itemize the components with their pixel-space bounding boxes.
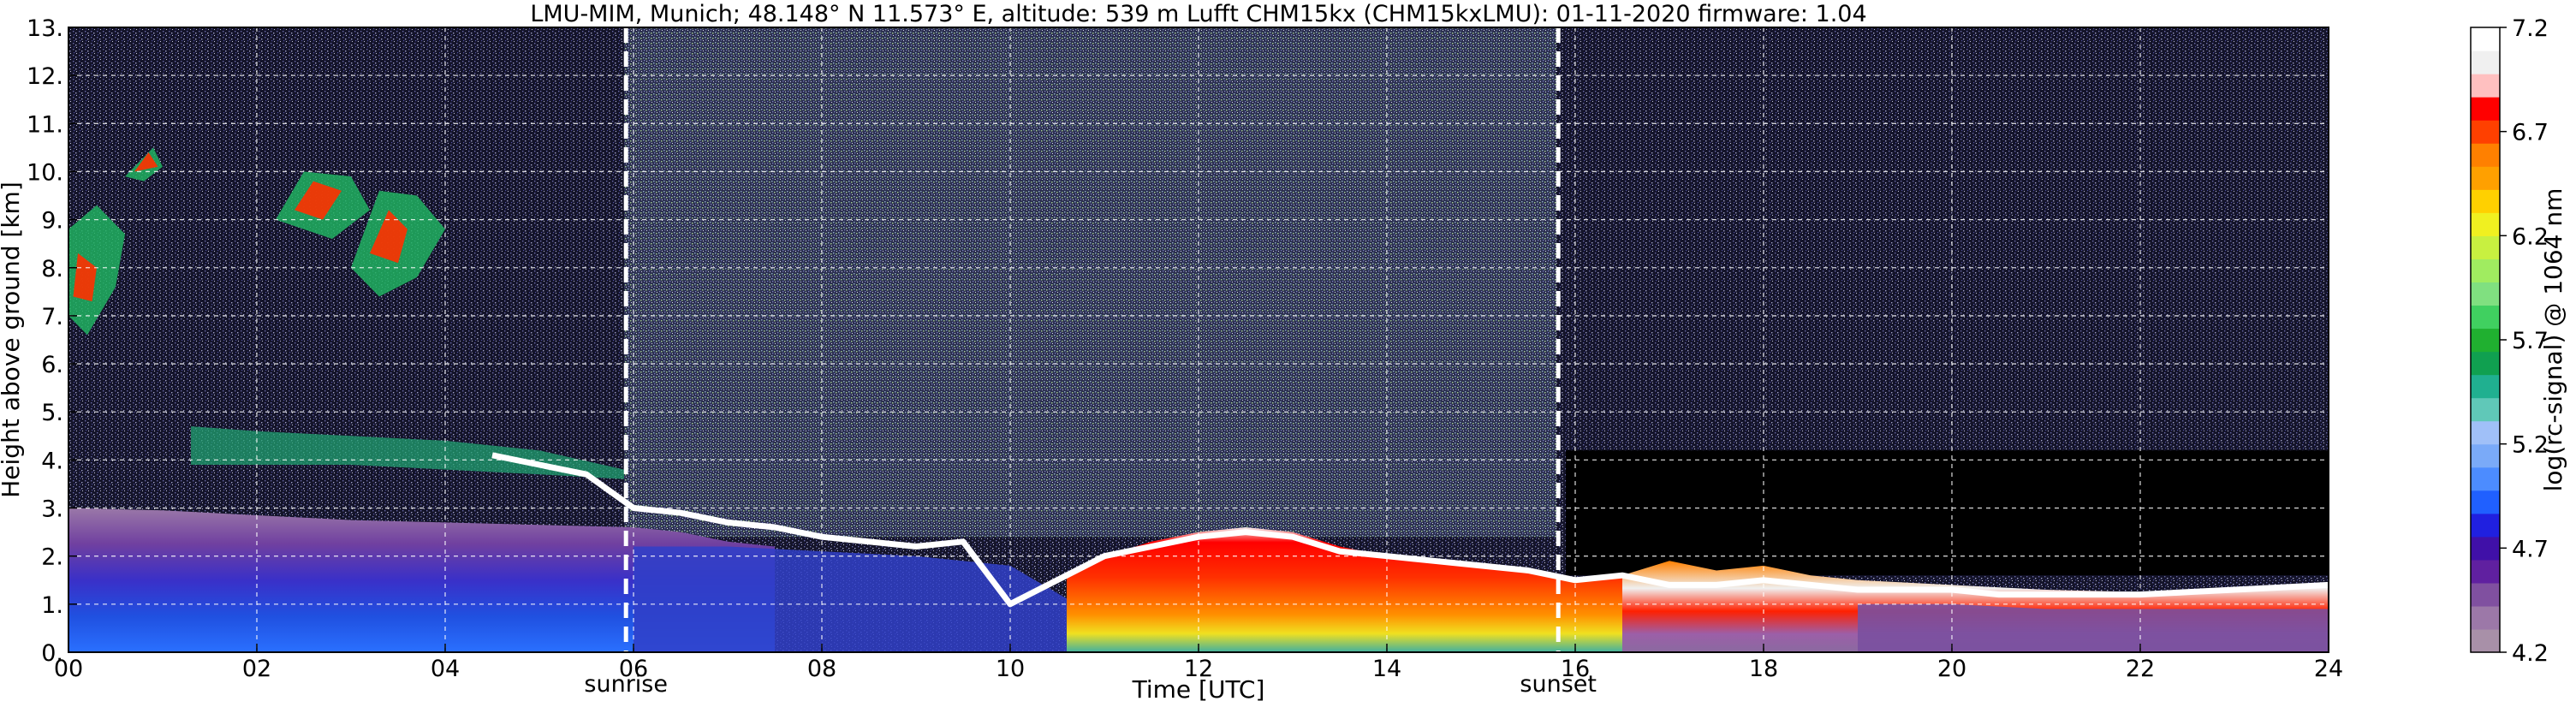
cirrus-core: [73, 253, 97, 302]
colorbar-segment: [2471, 235, 2500, 259]
y-tick-label: 8.: [41, 256, 63, 282]
colorbar-segment: [2471, 212, 2500, 236]
colorbar-label: log(rc-signal) @ 1064 nm: [2539, 188, 2567, 492]
x-tick-label: 14: [1372, 656, 1401, 682]
daytime-noise: [624, 27, 1556, 538]
sunrise-label: sunrise: [584, 671, 668, 698]
colorbar-segment: [2471, 328, 2500, 353]
cirrus-core: [294, 181, 342, 220]
colorbar-tick-label: 4.7: [2512, 536, 2549, 562]
mid-level-cloud: [191, 426, 624, 479]
colorbar-segment: [2471, 466, 2500, 491]
colorbar-tick-label: 5.7: [2512, 328, 2549, 354]
y-tick-label: 6.: [41, 352, 63, 378]
boundary-layer-morning: [634, 546, 1076, 652]
x-tick-label: 22: [2126, 656, 2155, 682]
colorbar-tick-label: 4.2: [2512, 640, 2549, 667]
y-tick-label: 3.: [41, 496, 63, 523]
y-tick-label: 5.: [41, 400, 63, 426]
colorbar-segment: [2471, 628, 2500, 653]
colorbar-tick-label: 6.2: [2512, 223, 2549, 250]
colorbar-segment: [2471, 443, 2500, 468]
cloud-base-line: [491, 452, 2329, 608]
colorbar: 4.2 4.7 5.2 5.7 6.2 6.7 7.2 log(rc-signal) @ 10…: [2470, 15, 2567, 667]
y-tick-label: 10.: [27, 159, 63, 186]
x-tick-label: 18: [1749, 656, 1778, 682]
boundary-layer-night: [68, 508, 775, 652]
x-tick-label: 02: [242, 656, 271, 682]
evening-residual-layer: [1858, 603, 2329, 652]
colorbar-segment: [2471, 374, 2500, 399]
sunset-label: sunset: [1520, 671, 1597, 698]
y-tick-label: 1.: [41, 592, 63, 619]
y-tick-label: 12.: [27, 63, 63, 90]
colorbar-segment: [2471, 189, 2500, 213]
y-axis-label: Height above ground [km]: [0, 181, 25, 498]
chart-title: LMU-MIM, Munich; 48.148° N 11.573° E, al…: [530, 1, 1866, 27]
x-tick-label: 20: [1937, 656, 1966, 682]
colorbar-segment: [2471, 97, 2500, 121]
colorbar-tick-label: 5.2: [2512, 432, 2549, 459]
colorbar-tick-label: 7.2: [2512, 15, 2549, 42]
x-tick-label: 10: [996, 656, 1025, 682]
colorbar-segment: [2471, 166, 2500, 190]
colorbar-segment: [2471, 282, 2500, 306]
night-clear-region: [1566, 450, 2329, 576]
colorbar-segment: [2471, 74, 2500, 98]
colorbar-segment: [2471, 490, 2500, 514]
colorbar-segment: [2471, 120, 2500, 144]
daytime-cloud-layer: [1067, 527, 1669, 652]
x-axis-label: Time [UTC]: [1132, 675, 1265, 704]
x-tick-label: 12: [1184, 656, 1213, 682]
colorbar-segment: [2471, 27, 2500, 51]
y-tick-label: 7.: [41, 304, 63, 330]
cirrus-core: [370, 210, 408, 264]
colorbar-segment: [2471, 258, 2500, 283]
x-tick-label: 04: [431, 656, 460, 682]
y-tick-label: 11.: [27, 111, 63, 138]
colorbar-segment: [2471, 397, 2500, 422]
colorbar-segment: [2471, 582, 2500, 607]
colorbar-segment: [2471, 536, 2500, 561]
colorbar-segment: [2471, 513, 2500, 538]
cirrus-core: [134, 152, 158, 172]
colorbar-segment: [2471, 143, 2500, 167]
colorbar-segment: [2471, 605, 2500, 630]
colorbar-segment: [2471, 420, 2500, 445]
colorbar-tick-label: 6.7: [2512, 120, 2549, 146]
y-tick-label: 0.: [41, 640, 63, 667]
cirrus-patch: [68, 205, 125, 336]
y-tick-label: 4.: [41, 448, 63, 474]
x-tick-label: 16: [1561, 656, 1590, 682]
y-tick-label: 9.: [41, 208, 63, 235]
x-tick-label: 24: [2314, 656, 2343, 682]
x-tick-label: 06: [619, 656, 648, 682]
colorbar-segment: [2471, 50, 2500, 74]
y-tick-label: 13.: [27, 15, 63, 42]
x-tick-label: 00: [54, 656, 83, 682]
y-tick-label: 2.: [41, 544, 63, 571]
x-tick-label: 08: [807, 656, 836, 682]
colorbar-segment: [2471, 305, 2500, 330]
colorbar-segment: [2471, 351, 2500, 376]
colorbar-segment: [2471, 559, 2500, 584]
